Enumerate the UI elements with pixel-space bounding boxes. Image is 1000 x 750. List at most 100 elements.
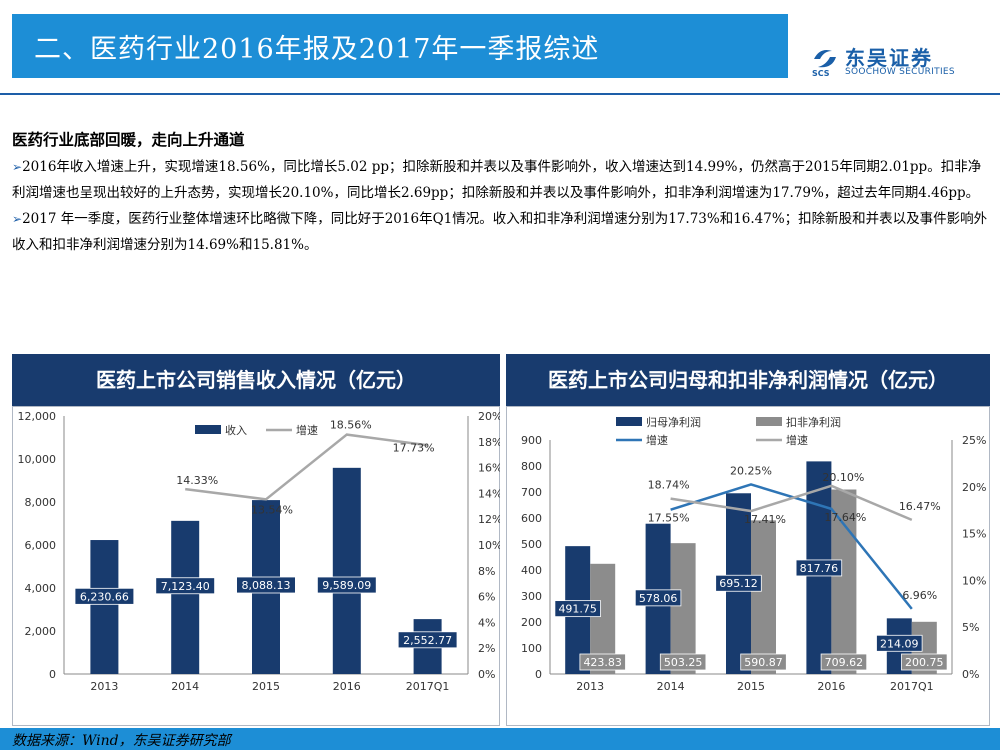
y2-tick-label: 18% xyxy=(478,436,500,449)
line-data-label: 17.55% xyxy=(648,512,690,525)
data-label-box xyxy=(155,577,216,595)
x-tick-label: 2014 xyxy=(171,680,199,693)
data-label-box xyxy=(820,653,868,671)
bar xyxy=(332,467,361,674)
legend-label: 扣非净利润 xyxy=(786,415,841,429)
data-label-box xyxy=(397,631,458,649)
line-data-label: 18.74% xyxy=(648,479,690,492)
y-tick-label: 12,000 xyxy=(18,410,57,423)
y-tick-label: 700 xyxy=(521,486,542,499)
line-data-label: 20.25% xyxy=(730,464,772,477)
revenue-chart: 0 2,000 4,000 6,000 8,000 10,000 12,000 0% 2% 4% 6… xyxy=(18,410,501,693)
bullet-arrow-icon: ➢ xyxy=(12,212,23,226)
data-label-box xyxy=(876,634,923,652)
line-data-label: 13.54% xyxy=(251,503,293,516)
legend-label: 增速 xyxy=(296,423,318,437)
y-tick-label: 0 xyxy=(49,668,56,681)
legend-label: 增速 xyxy=(646,433,668,447)
data-label: 200.75 xyxy=(905,656,944,669)
y2-tick-label: 12% xyxy=(478,513,500,526)
y2-tick-label: 0% xyxy=(478,668,495,681)
page-title: 二、医药行业2016年报及2017年一季报综述 xyxy=(34,34,600,65)
right-panel-frame xyxy=(506,406,990,726)
y-tick-label: 800 xyxy=(521,460,542,473)
data-source-note: 数据来源：Wind，东吴证券研究部 xyxy=(12,733,231,749)
data-label-box xyxy=(554,600,601,618)
bar xyxy=(751,520,776,674)
paragraph-q1: ➢2017 年一季度，医药行业整体增速环比略微下降，同比好于2016年Q1情况。… xyxy=(12,206,990,258)
y-tick-label: 300 xyxy=(521,590,542,603)
y2-tick-label: 16% xyxy=(478,462,500,475)
y2-tick-label: 2% xyxy=(478,642,495,655)
data-label-box xyxy=(236,576,296,594)
summary-section: 医药行业底部回暖，走向上升通道 ➢2016年收入增速上升，实现增速18.56%，… xyxy=(12,128,990,258)
data-label: 578.06 xyxy=(639,592,678,605)
y2-tick-label: 10% xyxy=(478,539,500,552)
paragraph-q1-text: 2017 年一季度，医药行业整体增速环比略微下降，同比好于2016年Q1情况。收… xyxy=(12,211,988,253)
y-tick-label: 600 xyxy=(521,512,542,525)
line-data-label: 16.47% xyxy=(899,500,941,513)
series-line xyxy=(185,433,428,501)
company-logo: SCS 东吴证券 SOOCHOW SECURITIES xyxy=(810,45,960,81)
y-tick-label: 6,000 xyxy=(25,539,57,552)
y2-tick-label: 20% xyxy=(478,410,500,423)
y-tick-label: 10,000 xyxy=(18,453,57,466)
y2-tick-label: 8% xyxy=(478,565,495,578)
line-data-label: 20.10% xyxy=(822,471,864,484)
data-label: 6,230.66 xyxy=(80,590,129,603)
bullet-arrow-icon: ➢ xyxy=(12,160,23,174)
line-data-label: 17.73% xyxy=(393,441,435,454)
data-label-box xyxy=(634,589,682,607)
line-data-label: 18.56% xyxy=(330,419,372,432)
paragraph-revenue: ➢2016年收入增速上升，实现增速18.56%，同比增长5.02 pp；扣除新股… xyxy=(12,154,990,206)
paragraph-revenue-text: 2016年收入增速上升，实现增速18.56%，同比增长5.02 pp；扣除新股和… xyxy=(12,159,982,201)
right-panel-header: 医药上市公司归母和扣非净利润情况（亿元） xyxy=(506,354,990,406)
bar xyxy=(90,540,119,674)
y-tick-label: 8,000 xyxy=(25,496,57,509)
x-tick-label: 2015 xyxy=(737,680,765,693)
logo-chinese-name: 东吴证券 xyxy=(845,46,933,70)
data-label: 7,123.40 xyxy=(161,580,210,593)
y2-tick-label: 6% xyxy=(478,591,495,604)
left-panel-frame xyxy=(12,406,500,726)
x-tick-label: 2016 xyxy=(817,680,845,693)
legend-label: 收入 xyxy=(225,423,247,437)
y2-tick-label: 15% xyxy=(962,528,986,541)
y-tick-label: 2,000 xyxy=(25,625,57,638)
x-tick-label: 2013 xyxy=(576,680,604,693)
y-tick-label: 900 xyxy=(521,434,542,447)
legend-swatch xyxy=(756,417,782,426)
x-tick-label: 2017Q1 xyxy=(406,680,450,693)
data-label-box xyxy=(659,653,707,671)
y-tick-label: 100 xyxy=(521,642,542,655)
y2-tick-label: 0% xyxy=(962,668,979,681)
y2-tick-label: 20% xyxy=(962,481,986,494)
x-tick-label: 2015 xyxy=(252,680,280,693)
data-label: 695.12 xyxy=(719,577,758,590)
x-tick-label: 2016 xyxy=(333,680,361,693)
line-data-label: 17.41% xyxy=(744,513,786,526)
header-divider xyxy=(0,93,1000,95)
data-label: 590.87 xyxy=(744,656,783,669)
logo-english-name: SOOCHOW SECURITIES xyxy=(845,67,955,77)
legend-label: 增速 xyxy=(786,433,808,447)
data-label-box xyxy=(316,576,377,594)
logo-mark-text: SCS xyxy=(812,69,830,77)
y2-tick-label: 14% xyxy=(478,487,500,500)
y-tick-label: 400 xyxy=(521,564,542,577)
series-line xyxy=(670,483,913,610)
x-tick-label: 2017Q1 xyxy=(890,680,934,693)
data-label: 503.25 xyxy=(664,656,703,669)
y-tick-label: 500 xyxy=(521,538,542,551)
data-label: 214.09 xyxy=(880,637,919,650)
line-data-label: 14.33% xyxy=(176,474,218,487)
y2-tick-label: 5% xyxy=(962,621,979,634)
legend-swatch xyxy=(616,417,642,426)
footer-bar: 数据来源：Wind，东吴证券研究部 xyxy=(0,728,1000,750)
data-label-box xyxy=(740,653,787,671)
data-label: 491.75 xyxy=(558,603,597,616)
x-tick-label: 2014 xyxy=(657,680,685,693)
series-line xyxy=(670,484,913,521)
data-label: 9,589.09 xyxy=(322,579,371,592)
data-label: 709.62 xyxy=(825,656,864,669)
